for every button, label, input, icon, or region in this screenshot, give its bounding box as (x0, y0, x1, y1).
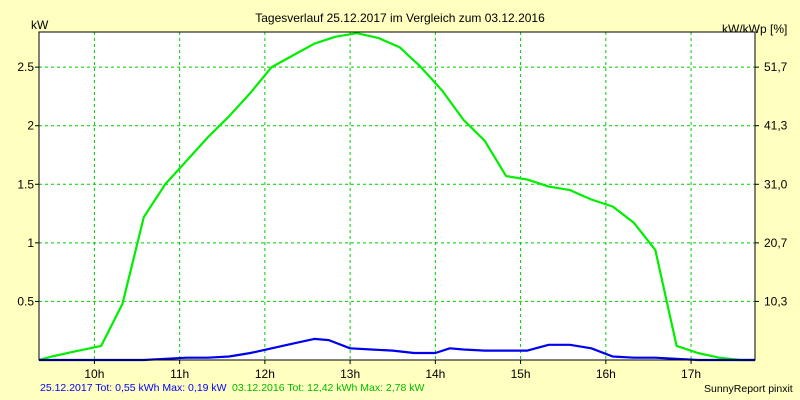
legend-green-summary: 03.12.2016 Tot: 12,42 kWh Max: 2,78 kW (232, 382, 425, 394)
tick-labels: 10h 11h 12h 13h 14h 15h 16h 17h 0.5 1 1.5 2 2.5 10,3 2… (17, 60, 787, 381)
y-tick-label-left: 1 (27, 236, 34, 250)
credit-text: SunnyReport pinxit (704, 383, 793, 395)
grid-lines (39, 32, 755, 360)
x-tick-label: 10h (84, 367, 104, 381)
plot-area (39, 32, 755, 360)
x-tick-label: 16h (596, 367, 616, 381)
y-tick-label-right: 31,0 (764, 177, 788, 191)
y-tick-label-left: 0.5 (17, 294, 34, 308)
series-line-25.12.2017 (39, 337, 755, 362)
x-tick-label: 12h (255, 367, 275, 381)
y-tick-label-right: 51,7 (764, 60, 788, 74)
series-line-03.12.2016 (38, 32, 755, 362)
y-axis-label-left: kW (31, 18, 49, 32)
y-tick-label-left: 1.5 (17, 177, 34, 191)
y-tick-label-right: 20,7 (764, 236, 788, 250)
y-tick-label-right: 41,3 (764, 119, 788, 133)
x-tick-label: 13h (340, 367, 360, 381)
y-tick-label-left: 2.5 (17, 60, 34, 74)
legend-blue-summary: 25.12.2017 Tot: 0,55 kWh Max: 0,19 kW (40, 382, 227, 394)
x-tick-label: 11h (170, 367, 189, 381)
x-tick-label: 14h (425, 367, 445, 381)
chart-title: Tagesverlauf 25.12.2017 im Vergleich zum… (255, 11, 545, 25)
series-lines (38, 32, 755, 362)
y-tick-label-right: 10,3 (764, 294, 788, 308)
x-tick-label: 15h (511, 367, 531, 381)
x-tick-label: 17h (681, 367, 701, 381)
plot-border (38, 31, 756, 361)
y-tick-label-left: 2 (27, 119, 34, 133)
